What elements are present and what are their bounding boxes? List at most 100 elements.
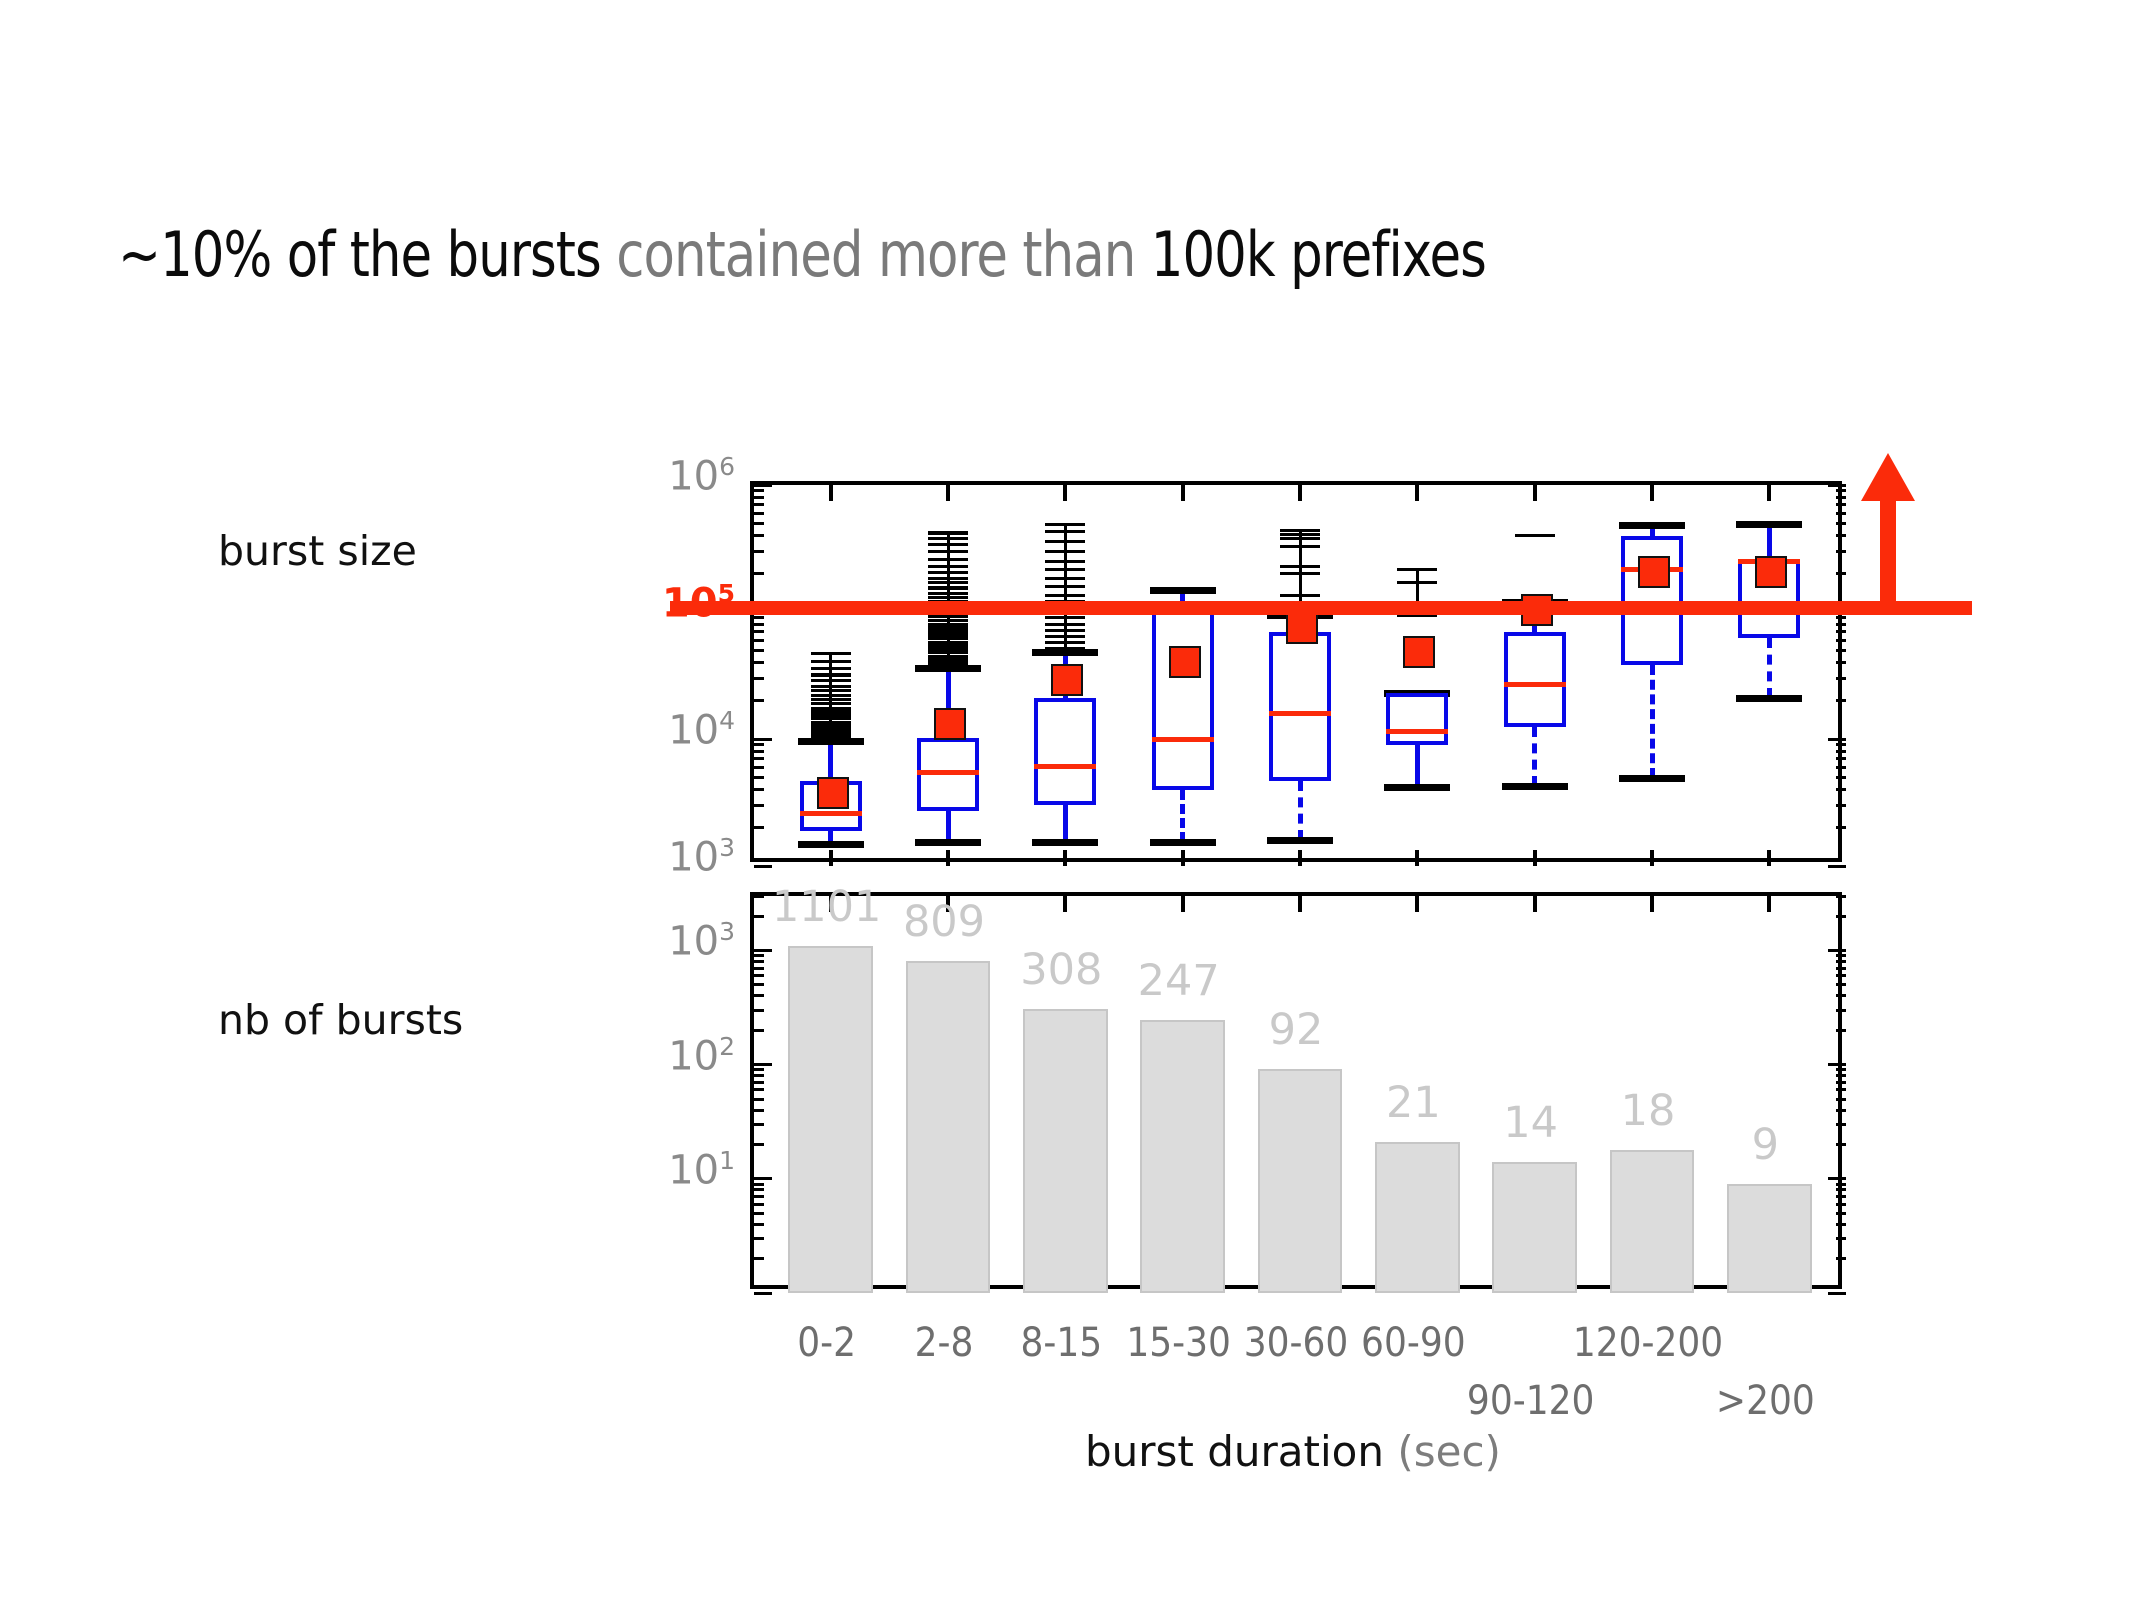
boxplot-whisker-lower: [1414, 744, 1420, 787]
boxplot-whisker-lower: [1532, 726, 1538, 786]
x-tick-label->200: >200: [1715, 1378, 1815, 1424]
boxplot-y-tick-left: [754, 749, 764, 753]
bar-120-200[interactable]: [1609, 1149, 1695, 1293]
boxplot-box: [1386, 693, 1449, 745]
boxplot-outlier-spine: [1298, 530, 1302, 610]
boxplot-x-tick-bottom: [1532, 850, 1537, 866]
y-axis-tick-label: 102: [668, 1031, 735, 1079]
bar-15-30[interactable]: [1140, 1019, 1225, 1293]
bar-y-tick-left: [754, 960, 764, 964]
boxplot-outlier-spine: [1415, 569, 1419, 615]
boxplot-y-tick-right: [1836, 638, 1846, 642]
bar-y-tick-right: [1836, 1074, 1846, 1078]
boxplot-x-tick-top: [1063, 485, 1068, 501]
boxplot-x-tick-top: [1767, 485, 1772, 501]
boxplot-y-tick-left: [754, 676, 764, 680]
boxplot-y-tick-right: [1828, 864, 1846, 868]
title-part-bold-2: 100k prefixes: [1150, 218, 1487, 291]
y-axis-tick-label: 104: [668, 706, 735, 754]
bar-y-tick-left: [754, 894, 764, 898]
bar-y-tick-left: [754, 1028, 764, 1032]
boxplot-mean-marker: [1638, 555, 1670, 588]
boxplot-group: [754, 485, 1838, 858]
bar-chart-frame: [750, 892, 1846, 1295]
bar-y-tick-left: [754, 1177, 772, 1181]
bar-x-tick-top: [946, 896, 950, 912]
boxplot-x-tick-top: [1180, 485, 1185, 501]
boxplot-y-tick-right: [1836, 803, 1846, 807]
bar-y-tick-left: [754, 948, 772, 952]
boxplot-whisker-lower: [1649, 665, 1655, 779]
boxplot-y-tick-left: [754, 503, 764, 507]
bar-90-120[interactable]: [1492, 1162, 1577, 1293]
boxplot-y-tick-right: [1836, 616, 1846, 620]
reference-arrow-up-icon: [1861, 453, 1915, 501]
boxplot-x-tick-top: [1650, 485, 1654, 501]
boxplot-y-tick-right: [1836, 489, 1846, 493]
boxplot-y-tick-right: [1836, 661, 1846, 665]
boxplot-y-tick-left: [754, 638, 764, 642]
boxplot-y-tick-right: [1836, 775, 1846, 779]
bar-x-tick-top: [1532, 896, 1537, 912]
bar->200[interactable]: [1727, 1184, 1812, 1293]
boxplot-y-tick-left: [754, 803, 764, 807]
boxplot-whisker-cap-lower: [915, 838, 981, 846]
boxplot-box: [1503, 631, 1566, 727]
bar-y-tick-right: [1836, 1188, 1846, 1192]
bar-y-tick-left: [754, 1237, 764, 1241]
bar-x-tick-top: [1650, 896, 1654, 912]
boxplot-x-tick-top: [828, 485, 833, 501]
boxplot-whisker-upper: [945, 668, 951, 738]
bar-y-tick-left: [754, 1142, 764, 1146]
boxplot-median-line: [1503, 681, 1566, 687]
bar-y-tick-right: [1836, 1108, 1846, 1112]
boxplot-whisker-lower: [1180, 789, 1186, 842]
bar-y-tick-right: [1836, 1028, 1846, 1032]
bar-y-tick-right: [1836, 1008, 1846, 1012]
y-axis-tick-label: 103: [668, 833, 735, 881]
bar-chart-plot-area: [754, 894, 1846, 1295]
boxplot-chart-frame: [750, 481, 1846, 868]
boxplot-y-tick-left: [754, 737, 772, 741]
bar-y-tick-right: [1836, 1122, 1846, 1126]
boxplot-whisker-lower: [945, 811, 951, 842]
bar-y-tick-right: [1836, 983, 1846, 987]
bar-60-90[interactable]: [1375, 1142, 1460, 1293]
boxplot-mean-marker: [1755, 555, 1788, 588]
boxplot-median-line: [799, 810, 862, 816]
bar-y-tick-left: [754, 1291, 772, 1295]
bar-30-60[interactable]: [1257, 1068, 1343, 1293]
boxplot-y-tick-right: [1836, 495, 1846, 499]
bar-y-tick-left: [754, 1222, 764, 1226]
boxplot-y-tick-left: [754, 489, 764, 493]
x-tick-label-8-15: 8-15: [1020, 1320, 1103, 1366]
boxplot-group: [754, 485, 1838, 858]
bar-y-tick-left: [754, 1074, 764, 1078]
boxplot-y-tick-left: [754, 743, 764, 747]
bar-8-15[interactable]: [1023, 1008, 1108, 1293]
boxplot-y-tick-left: [754, 534, 764, 538]
bar-y-tick-right: [1836, 994, 1846, 998]
bar-y-tick-right: [1836, 966, 1846, 970]
bar-y-tick-right: [1836, 1068, 1846, 1072]
bar-x-tick-top: [828, 896, 833, 912]
boxplot-x-tick-bottom: [1180, 850, 1185, 866]
bar-value-label: 809: [902, 896, 986, 947]
boxplot-y-tick-right: [1836, 503, 1846, 507]
bar-y-tick-right: [1836, 974, 1846, 978]
boxplot-whisker-upper: [828, 740, 834, 781]
boxplot-whisker-lower: [1062, 805, 1068, 842]
bar-2-8[interactable]: [905, 960, 991, 1293]
boxplot-y-tick-right: [1836, 757, 1846, 761]
bar-value-label: 1101: [771, 881, 882, 932]
boxplot-whisker-cap-upper: [915, 665, 981, 673]
boxplot-y-tick-right: [1836, 765, 1846, 769]
bar-y-tick-left: [754, 914, 764, 918]
bar-y-tick-left: [754, 1122, 764, 1126]
chart-label-nb-of-bursts: nb of bursts: [218, 996, 464, 1044]
bar-y-tick-left: [754, 974, 764, 978]
bar-y-tick-right: [1836, 1202, 1846, 1206]
bar-y-tick-left: [754, 1068, 764, 1072]
bar-0-2[interactable]: [788, 945, 873, 1293]
